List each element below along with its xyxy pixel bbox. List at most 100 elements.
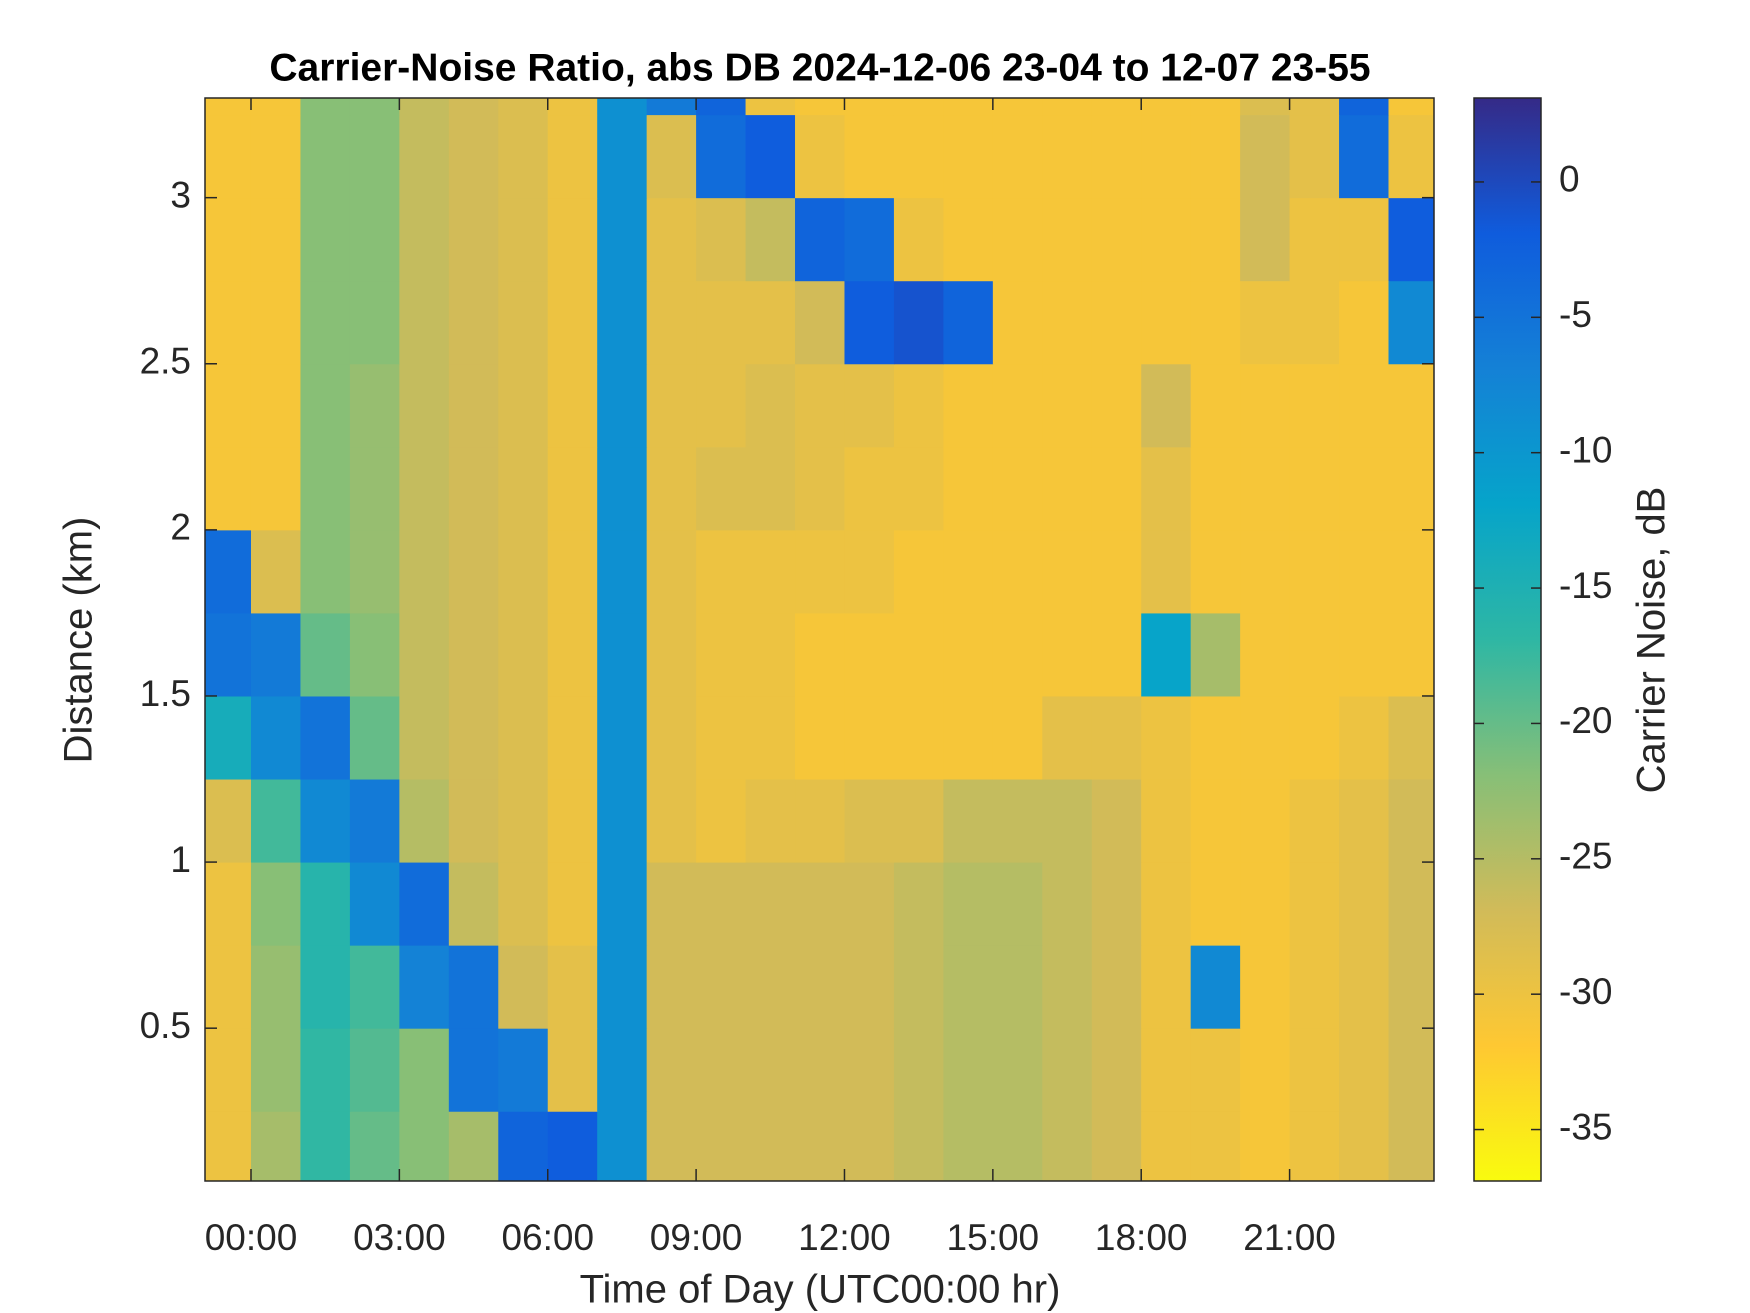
y-tick-label: 2.5 (140, 341, 191, 382)
heatmap-cell (1339, 529, 1389, 614)
heatmap-cell (646, 114, 697, 199)
heatmap-cell (399, 446, 450, 531)
heatmap-cell (1388, 363, 1434, 448)
heatmap-cell (745, 1028, 796, 1112)
heatmap-cell (300, 1111, 351, 1181)
heatmap-cell (448, 446, 499, 531)
heatmap-cell (1289, 945, 1340, 1029)
heatmap-cell (1240, 197, 1291, 282)
heatmap-cell (1240, 363, 1291, 448)
heatmap-cell (349, 695, 400, 780)
heatmap-cell (1388, 862, 1434, 946)
heatmap-cell (250, 945, 301, 1029)
heatmap-cell (893, 612, 944, 697)
heatmap-cell (205, 1028, 252, 1112)
y-tick-label: 0.5 (140, 1005, 191, 1046)
heatmap-cell (1190, 114, 1241, 199)
heatmap-cell (1042, 363, 1093, 448)
heatmap-cell (992, 612, 1043, 697)
heatmap-cell (205, 280, 252, 365)
colorbar-label: Carrier Noise, dB (1630, 487, 1674, 794)
heatmap-cell (250, 114, 301, 199)
heatmap-cell (1042, 446, 1093, 531)
heatmap-cell (844, 529, 895, 614)
heatmap-cell (300, 945, 351, 1029)
heatmap-cell (498, 612, 549, 697)
heatmap-cell (250, 1111, 301, 1181)
heatmap-cell (1141, 695, 1192, 780)
heatmap-cell (1190, 862, 1241, 946)
heatmap-cell (597, 862, 648, 946)
heatmap-cell (1190, 98, 1241, 116)
heatmap-cell (745, 280, 796, 365)
heatmap-cell (1141, 779, 1192, 863)
heatmap-cell (696, 197, 747, 282)
heatmap-cell (943, 612, 994, 697)
heatmap-cell (1388, 1111, 1434, 1181)
heatmap-cell (597, 197, 648, 282)
heatmap-cell (795, 612, 845, 697)
heatmap-cell (1240, 862, 1291, 946)
colorbar-tick-label: -15 (1559, 565, 1612, 606)
heatmap-cell (1289, 1111, 1340, 1181)
heatmap-cell (745, 98, 796, 116)
heatmap-cell (893, 779, 944, 863)
heatmap-cell (943, 98, 994, 116)
heatmap-cell (597, 280, 648, 365)
heatmap-cell (498, 446, 549, 531)
heatmap-cell (646, 197, 697, 282)
heatmap-cell (992, 363, 1043, 448)
heatmap-cell (547, 1111, 598, 1181)
heatmap-cell (1091, 862, 1142, 946)
heatmap-cell (300, 114, 351, 199)
heatmap-cell (547, 197, 598, 282)
heatmap-cell (300, 862, 351, 946)
heatmap-cell (250, 1028, 301, 1112)
heatmap-cell (399, 945, 450, 1029)
heatmap-cell (205, 363, 252, 448)
heatmap-cell (399, 114, 450, 199)
heatmap-cell (1141, 945, 1192, 1029)
heatmap-cell (795, 114, 845, 199)
y-tick-label: 2 (170, 507, 191, 548)
heatmap-cell (992, 529, 1043, 614)
heatmap-cell (1042, 695, 1093, 780)
heatmap-cell (399, 98, 450, 116)
heatmap-cell (943, 695, 994, 780)
heatmap-cell (795, 1028, 845, 1112)
heatmap-cell (844, 1028, 895, 1112)
heatmap-cell (1141, 446, 1192, 531)
heatmap-cell (547, 280, 598, 365)
heatmap-cell (696, 1028, 747, 1112)
heatmap-cell (1042, 197, 1093, 282)
heatmap-cell (893, 1028, 944, 1112)
heatmap-cell (448, 529, 499, 614)
heatmap-cell (547, 529, 598, 614)
heatmap-cell (1339, 779, 1389, 863)
heatmap-cell (646, 280, 697, 365)
colorbar-tick-label: -20 (1559, 700, 1612, 741)
colorbar (1473, 97, 1542, 1182)
heatmap-cell (1388, 197, 1434, 282)
heatmap-cell (250, 98, 301, 116)
heatmap-cell (597, 1028, 648, 1112)
heatmap-cell (1091, 446, 1142, 531)
x-axis-label: Time of Day (UTC00:00 hr) (580, 1268, 1061, 1312)
heatmap-cell (448, 612, 499, 697)
heatmap-cell (943, 1111, 994, 1181)
heatmap-cell (893, 98, 944, 116)
heatmap-cell (646, 945, 697, 1029)
heatmap-cell (448, 779, 499, 863)
heatmap-cell (399, 197, 450, 282)
heatmap-cell (1042, 779, 1093, 863)
heatmap-cell (547, 446, 598, 531)
colorbar-tick-label: 0 (1559, 159, 1580, 200)
heatmap-cell (205, 862, 252, 946)
x-tick-label: 06:00 (501, 1217, 594, 1258)
heatmap-cell (646, 98, 697, 116)
heatmap-cell (448, 945, 499, 1029)
y-tick-label: 3 (170, 174, 191, 215)
heatmap-cell (1091, 779, 1142, 863)
heatmap-cell (1339, 695, 1389, 780)
